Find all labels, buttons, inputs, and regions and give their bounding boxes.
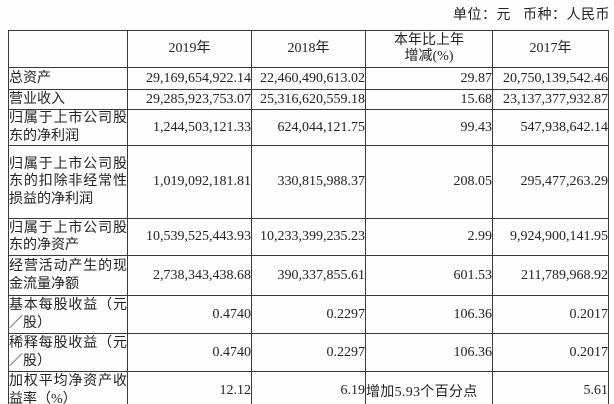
weighted-avg-roe-2019: 12.12 [127, 371, 252, 404]
col-header-item [8, 30, 128, 68]
operating-cash-flow-2017: 211,789,968.92 [492, 255, 609, 296]
net-profit-label: 归属于上市公司股东的净利润 [8, 109, 128, 146]
total-assets-2018: 22,460,490,613.02 [251, 67, 366, 90]
total-assets-2017: 20,750,139,542.46 [492, 67, 609, 90]
basic-eps-2019: 0.4740 [127, 295, 252, 334]
net-profit-2019: 1,244,503,121.33 [127, 109, 252, 146]
table-header-row: 2019年 2018年 本年比上年 增减(%) 2017年 [8, 30, 609, 68]
operating-revenue-change: 15.68 [365, 89, 493, 110]
diluted-eps-2017: 0.2017 [492, 333, 609, 372]
net-assets-change: 2.99 [365, 218, 493, 256]
financial-summary-table: 2019年 2018年 本年比上年 增减(%) 2017年 总资产 29,169… [8, 30, 609, 404]
operating-cash-flow-label: 经营活动产生的现金流量净额 [8, 255, 128, 296]
row-operating-revenue: 营业收入 29,285,923,753.07 25,316,620,559.18… [8, 89, 609, 110]
operating-cash-flow-2018: 390,337,855.61 [251, 255, 366, 296]
row-weighted-avg-roe: 加权平均净资产收益率（%） 12.12 6.19 增加5.93个百分点 5.61 [8, 371, 609, 404]
basic-eps-change: 106.36 [365, 295, 493, 334]
row-basic-eps: 基本每股收益（元／股） 0.4740 0.2297 106.36 0.2017 [8, 295, 609, 334]
net-profit-excl-nonrecurring-label: 归属于上市公司股东的扣除非经常性损益的净利润 [8, 145, 128, 219]
weighted-avg-roe-2017: 5.61 [492, 371, 609, 404]
net-assets-label: 归属于上市公司股东的净资产 [8, 218, 128, 256]
row-net-assets: 归属于上市公司股东的净资产 10,539,525,443.93 10,233,3… [8, 218, 609, 256]
row-operating-cash-flow: 经营活动产生的现金流量净额 2,738,343,438.68 390,337,8… [8, 255, 609, 296]
col-header-2019: 2019年 [127, 30, 252, 68]
net-profit-excl-nonrecurring-change: 208.05 [365, 145, 493, 219]
total-assets-change: 29.87 [365, 67, 493, 90]
net-profit-excl-nonrecurring-2017: 295,477,263.29 [492, 145, 609, 219]
operating-revenue-label: 营业收入 [8, 89, 128, 110]
net-profit-change: 99.43 [365, 109, 493, 146]
net-assets-2019: 10,539,525,443.93 [127, 218, 252, 256]
basic-eps-2017: 0.2017 [492, 295, 609, 334]
diluted-eps-label: 稀释每股收益（元／股） [8, 333, 128, 372]
net-profit-excl-nonrecurring-2019: 1,019,092,181.81 [127, 145, 252, 219]
row-net-profit: 归属于上市公司股东的净利润 1,244,503,121.33 624,044,1… [8, 109, 609, 146]
operating-revenue-2019: 29,285,923,753.07 [127, 89, 252, 110]
operating-cash-flow-change: 601.53 [365, 255, 493, 296]
weighted-avg-roe-change: 增加5.93个百分点 [365, 371, 493, 404]
row-total-assets: 总资产 29,169,654,922.14 22,460,490,613.02 … [8, 67, 609, 90]
basic-eps-2018: 0.2297 [251, 295, 366, 334]
total-assets-label: 总资产 [8, 67, 128, 90]
net-profit-2017: 547,938,642.14 [492, 109, 609, 146]
weighted-avg-roe-label: 加权平均净资产收益率（%） [8, 371, 128, 404]
diluted-eps-2018: 0.2297 [251, 333, 366, 372]
basic-eps-label: 基本每股收益（元／股） [8, 295, 128, 334]
weighted-avg-roe-2018: 6.19 [251, 371, 366, 404]
unit-currency-note: 单位：元 币种：人民币 [453, 8, 610, 23]
col-header-2018: 2018年 [251, 30, 366, 68]
net-profit-2018: 624,044,121.75 [251, 109, 366, 146]
row-net-profit-excl-nonrecurring: 归属于上市公司股东的扣除非经常性损益的净利润 1,019,092,181.81 … [8, 145, 609, 219]
net-assets-2017: 9,924,900,141.95 [492, 218, 609, 256]
operating-revenue-2018: 25,316,620,559.18 [251, 89, 366, 110]
operating-revenue-2017: 23,137,377,932.87 [492, 89, 609, 110]
col-header-yoy-change: 本年比上年 增减(%) [365, 30, 493, 68]
net-profit-excl-nonrecurring-2018: 330,815,988.37 [251, 145, 366, 219]
net-assets-2018: 10,233,399,235.23 [251, 218, 366, 256]
diluted-eps-2019: 0.4740 [127, 333, 252, 372]
operating-cash-flow-2019: 2,738,343,438.68 [127, 255, 252, 296]
row-diluted-eps: 稀释每股收益（元／股） 0.4740 0.2297 106.36 0.2017 [8, 333, 609, 372]
col-header-2017: 2017年 [492, 30, 609, 68]
diluted-eps-change: 106.36 [365, 333, 493, 372]
total-assets-2019: 29,169,654,922.14 [127, 67, 252, 90]
